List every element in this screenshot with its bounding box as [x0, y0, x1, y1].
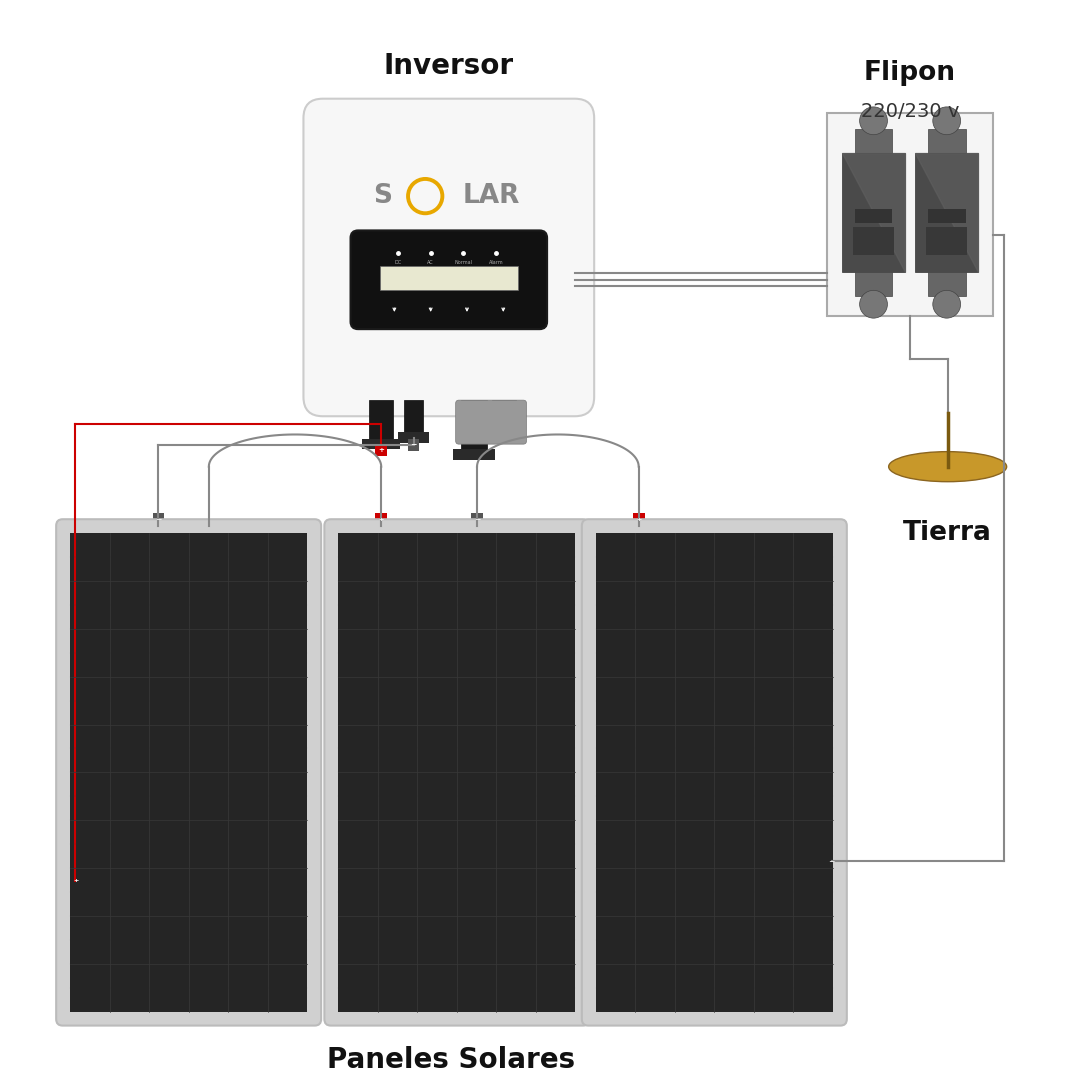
Text: Inversor: Inversor	[383, 53, 514, 80]
Text: +: +	[72, 878, 78, 883]
FancyBboxPatch shape	[324, 519, 590, 1026]
Bar	[376, 513, 387, 525]
Bar	[69, 875, 81, 887]
FancyBboxPatch shape	[582, 519, 847, 1026]
Bar	[399, 432, 429, 443]
Bar	[927, 227, 967, 255]
Text: Tierra: Tierra	[903, 521, 993, 546]
Bar	[826, 855, 838, 867]
Bar	[152, 513, 164, 525]
Text: +: +	[636, 516, 642, 522]
Circle shape	[860, 107, 888, 135]
Bar	[928, 210, 966, 222]
Text: 220/230 v: 220/230 v	[861, 102, 959, 121]
Bar	[633, 513, 645, 525]
Bar	[369, 401, 392, 441]
Circle shape	[860, 291, 888, 319]
FancyBboxPatch shape	[456, 401, 526, 444]
Bar	[375, 444, 387, 456]
Text: +: +	[379, 516, 383, 522]
Circle shape	[933, 291, 960, 319]
Text: AC: AC	[428, 259, 434, 265]
Text: Alarm: Alarm	[488, 259, 503, 265]
Text: DC: DC	[394, 259, 402, 265]
FancyBboxPatch shape	[56, 519, 321, 1026]
Bar	[827, 112, 994, 316]
Bar	[854, 210, 892, 222]
Text: Flipon: Flipon	[864, 59, 956, 85]
Bar	[928, 272, 966, 296]
Bar	[453, 449, 496, 460]
Bar	[853, 227, 894, 255]
Text: −: −	[474, 515, 481, 524]
Bar	[407, 438, 419, 450]
Text: Paneles Solares: Paneles Solares	[327, 1045, 576, 1074]
Bar	[380, 267, 517, 289]
Bar	[460, 401, 487, 451]
Bar	[854, 272, 892, 296]
Text: LAR: LAR	[463, 184, 521, 210]
Text: −: −	[156, 515, 162, 524]
Circle shape	[933, 107, 960, 135]
Text: +: +	[378, 447, 383, 453]
Bar	[404, 401, 423, 434]
Bar	[471, 513, 483, 525]
Bar	[485, 432, 523, 443]
Bar	[915, 153, 978, 272]
Polygon shape	[915, 153, 978, 272]
Bar	[928, 129, 966, 153]
Bar	[596, 534, 833, 1012]
Bar	[854, 129, 892, 153]
Bar	[492, 401, 516, 434]
Ellipse shape	[889, 451, 1007, 482]
Bar	[362, 438, 400, 449]
Bar	[842, 153, 905, 272]
FancyBboxPatch shape	[351, 230, 548, 329]
Text: Normal: Normal	[455, 259, 472, 265]
Polygon shape	[842, 153, 905, 272]
Bar	[70, 534, 307, 1012]
Text: S: S	[373, 184, 392, 210]
Text: −: −	[828, 856, 835, 866]
Text: −: −	[410, 441, 417, 449]
Bar	[338, 534, 576, 1012]
FancyBboxPatch shape	[303, 98, 594, 416]
